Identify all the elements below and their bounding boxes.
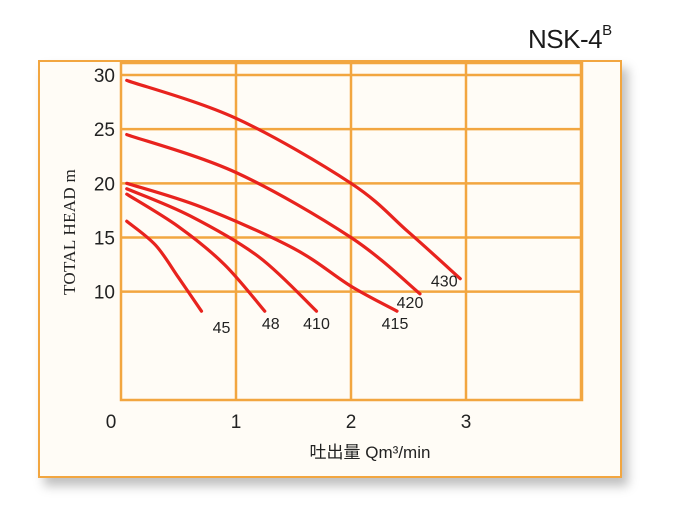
curve-420 <box>125 132 422 296</box>
curve-48 <box>125 192 267 313</box>
y-axis-label: TOTAL HEAD m <box>60 169 79 295</box>
curve-label-430: 430 <box>431 274 458 291</box>
x-tick-label: 2 <box>346 412 357 433</box>
curve-45 <box>125 219 204 313</box>
curve-label-420: 420 <box>397 295 424 312</box>
x-tick-label: 3 <box>461 412 472 433</box>
y-tick-label: 15 <box>94 229 115 250</box>
model-title: NSK-4B <box>528 22 612 55</box>
curve-415 <box>125 181 399 313</box>
curve-label-415: 415 <box>382 316 409 333</box>
model-title-superscript: B <box>602 22 612 39</box>
y-tick-label: 25 <box>94 120 115 141</box>
y-tick-label: 10 <box>94 283 115 304</box>
curve-label-410: 410 <box>303 316 330 333</box>
x-axis-label: 吐出量 Qm³/min <box>310 443 431 462</box>
y-tick-label: 20 <box>94 174 115 195</box>
curve-label-48: 48 <box>262 316 280 333</box>
model-title-text: NSK-4 <box>528 24 603 54</box>
curve-label-45: 45 <box>213 320 231 337</box>
curve-410 <box>125 187 319 313</box>
curve-430 <box>125 78 462 281</box>
x-tick-label: 1 <box>231 412 242 433</box>
x-tick-label: 0 <box>106 412 117 433</box>
y-tick-label: 30 <box>94 66 115 87</box>
